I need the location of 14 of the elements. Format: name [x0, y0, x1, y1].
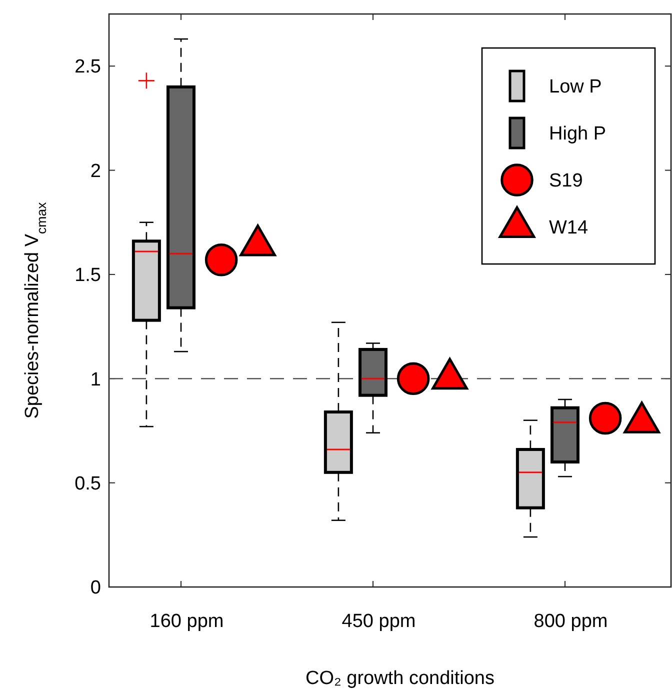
legend-label: S19 [549, 170, 583, 192]
y-tick-label: 1.5 [74, 265, 101, 286]
legend-label: High P [549, 124, 606, 145]
legend-label: Low P [549, 76, 602, 98]
y-tick-label: 2.5 [74, 56, 101, 78]
y-tick-label: 2 [90, 160, 101, 182]
y-tick-label: 0 [90, 578, 101, 599]
legend-label: W14 [549, 218, 588, 239]
x-tick-label: 450 ppm [342, 611, 416, 632]
y-tick-label: 0.5 [74, 473, 101, 494]
x-tick-label: 800 ppm [534, 611, 608, 632]
x-axis-title: CO₂ growth conditions [305, 668, 495, 689]
y-tick-label: 1 [90, 369, 101, 390]
x-tick-label: 160 ppm [150, 611, 224, 632]
